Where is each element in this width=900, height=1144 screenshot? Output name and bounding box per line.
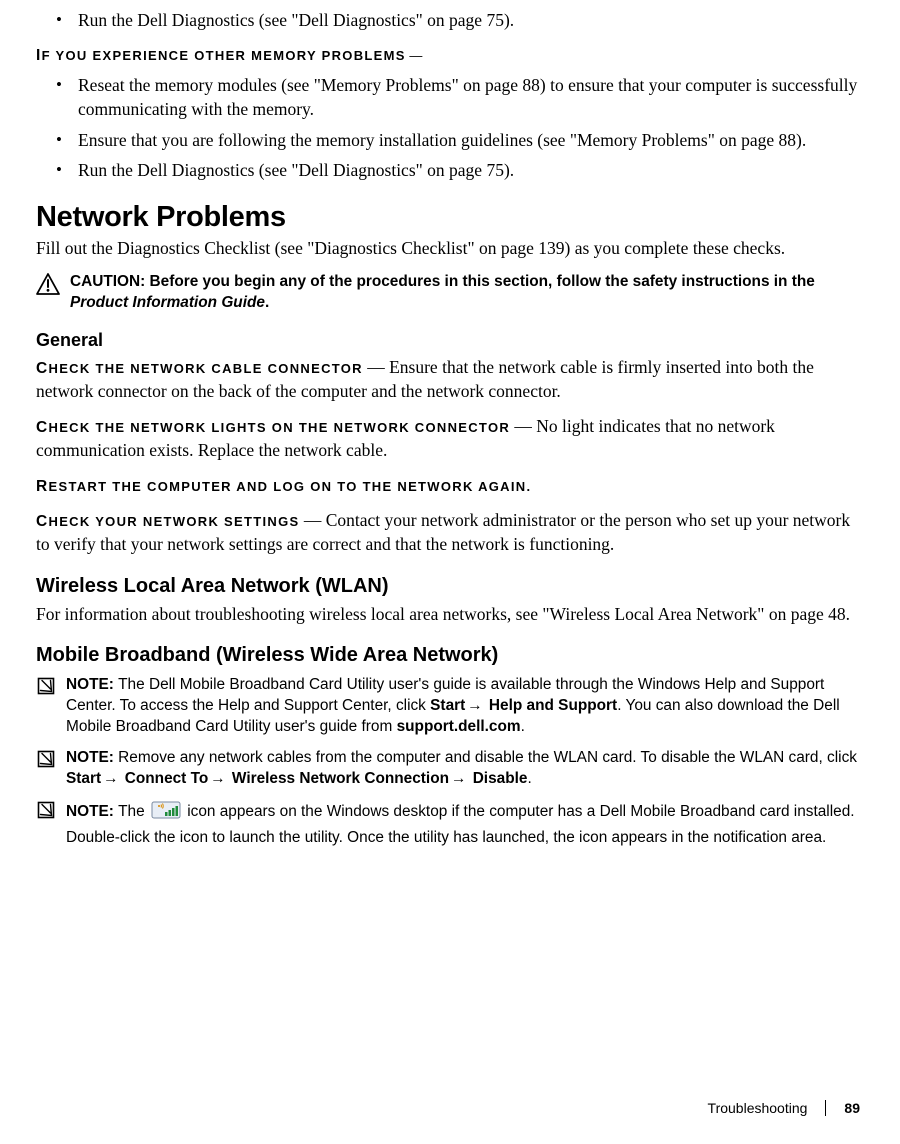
- general-item-1: CHECK THE NETWORK LIGHTS ON THE NETWORK …: [36, 414, 860, 463]
- lead-dash: —: [510, 416, 536, 436]
- note-text: NOTE: The Dell Mobile Broadband Card Uti…: [66, 675, 860, 737]
- note1-b2: Help and Support: [489, 697, 617, 714]
- footer-separator: [825, 1100, 826, 1116]
- note-icon: [36, 676, 56, 701]
- note2-b3: Wireless Network Connection: [232, 770, 449, 787]
- lead-rest: HECK THE NETWORK CABLE CONNECTOR: [49, 361, 363, 376]
- lead-first-letter: C: [36, 419, 49, 436]
- list-item: Run the Dell Diagnostics (see "Dell Diag…: [48, 158, 860, 183]
- note-icon: [36, 800, 56, 825]
- note1-b1: Start: [430, 697, 465, 714]
- note2-b1: Start: [66, 770, 101, 787]
- memory-subhead: IF YOU EXPERIENCE OTHER MEMORY PROBLEMS …: [36, 47, 860, 65]
- top-bullet-list: Run the Dell Diagnostics (see "Dell Diag…: [36, 8, 860, 33]
- note2-post: .: [527, 770, 531, 787]
- lead-text: IF YOU EXPERIENCE OTHER MEMORY PROBLEMS …: [36, 48, 422, 63]
- page: Run the Dell Diagnostics (see "Dell Diag…: [0, 0, 900, 1144]
- note3-pre: The: [118, 803, 149, 820]
- footer-page-number: 89: [844, 1100, 860, 1116]
- lead-text: CHECK THE NETWORK CABLE CONNECTOR: [36, 361, 363, 376]
- note-label: NOTE:: [66, 749, 118, 766]
- lead-first-letter: C: [36, 513, 49, 530]
- wlan-body: For information about troubleshooting wi…: [36, 602, 860, 627]
- list-item: Ensure that you are following the memory…: [48, 128, 860, 153]
- note-icon: [36, 749, 56, 774]
- general-item-0: CHECK THE NETWORK CABLE CONNECTOR — Ensu…: [36, 355, 860, 404]
- lead-first-letter: C: [36, 360, 49, 377]
- caution-block: CAUTION: Before you begin any of the pro…: [36, 272, 860, 314]
- list-item: Reseat the memory modules (see "Memory P…: [48, 73, 860, 122]
- general-item-3: CHECK YOUR NETWORK SETTINGS — Contact yo…: [36, 508, 860, 557]
- note-label: NOTE:: [66, 803, 118, 820]
- lead-text: RESTART THE COMPUTER AND LOG ON TO THE N…: [36, 479, 531, 494]
- note2-b2: Connect To: [125, 770, 209, 787]
- heading-general: General: [36, 330, 860, 351]
- general-item-2: RESTART THE COMPUTER AND LOG ON TO THE N…: [36, 473, 860, 498]
- network-intro: Fill out the Diagnostics Checklist (see …: [36, 236, 860, 261]
- caution-icon: [36, 273, 60, 300]
- lead-text: CHECK THE NETWORK LIGHTS ON THE NETWORK …: [36, 420, 510, 435]
- heading-mobile-broadband: Mobile Broadband (Wireless Wide Area Net…: [36, 644, 860, 667]
- heading-network-problems: Network Problems: [36, 201, 860, 234]
- lead-first-letter: R: [36, 478, 49, 495]
- lead-rest: F YOU EXPERIENCE OTHER MEMORY PROBLEMS: [42, 48, 406, 63]
- lead-dash: —: [363, 357, 389, 377]
- note-block-1: NOTE: The Dell Mobile Broadband Card Uti…: [36, 675, 860, 737]
- heading-wlan: Wireless Local Area Network (WLAN): [36, 575, 860, 598]
- note-label: NOTE:: [66, 676, 118, 693]
- arrow-icon: →: [101, 769, 120, 790]
- caution-body-post: .: [265, 294, 269, 311]
- arrow-icon: →: [449, 769, 468, 790]
- note-block-2: NOTE: Remove any network cables from the…: [36, 748, 860, 790]
- caution-title: Product Information Guide: [70, 294, 265, 311]
- page-footer: Troubleshooting 89: [708, 1100, 860, 1116]
- lead-rest: ESTART THE COMPUTER AND LOG ON TO THE NE…: [49, 479, 532, 494]
- list-item: Run the Dell Diagnostics (see "Dell Diag…: [48, 8, 860, 33]
- note3-post: icon appears on the Windows desktop if t…: [66, 803, 855, 846]
- note-block-3: NOTE: The icon appears on the Windows de…: [36, 799, 860, 849]
- note2-pre: Remove any network cables from the compu…: [118, 749, 857, 766]
- memory-bullet-list: Reseat the memory modules (see "Memory P…: [36, 73, 860, 183]
- lead-dash: —: [406, 48, 423, 63]
- caution-body-pre: Before you begin any of the procedures i…: [150, 273, 815, 290]
- note1-post: .: [521, 718, 525, 735]
- lead-rest: HECK THE NETWORK LIGHTS ON THE NETWORK C…: [49, 420, 511, 435]
- broadband-card-icon: [151, 799, 181, 828]
- note-text: NOTE: The icon appears on the Windows de…: [66, 799, 860, 849]
- lead-rest: HECK YOUR NETWORK SETTINGS: [49, 514, 300, 529]
- lead-text: CHECK YOUR NETWORK SETTINGS: [36, 514, 299, 529]
- note1-b3: support.dell.com: [397, 718, 521, 735]
- caution-text: CAUTION: Before you begin any of the pro…: [70, 272, 860, 314]
- arrow-icon: →: [208, 769, 227, 790]
- caution-label: CAUTION:: [70, 273, 150, 290]
- arrow-icon: →: [465, 696, 484, 717]
- note2-b4: Disable: [473, 770, 528, 787]
- footer-section: Troubleshooting: [708, 1100, 808, 1116]
- lead-dash: —: [299, 510, 325, 530]
- note-text: NOTE: Remove any network cables from the…: [66, 748, 860, 790]
